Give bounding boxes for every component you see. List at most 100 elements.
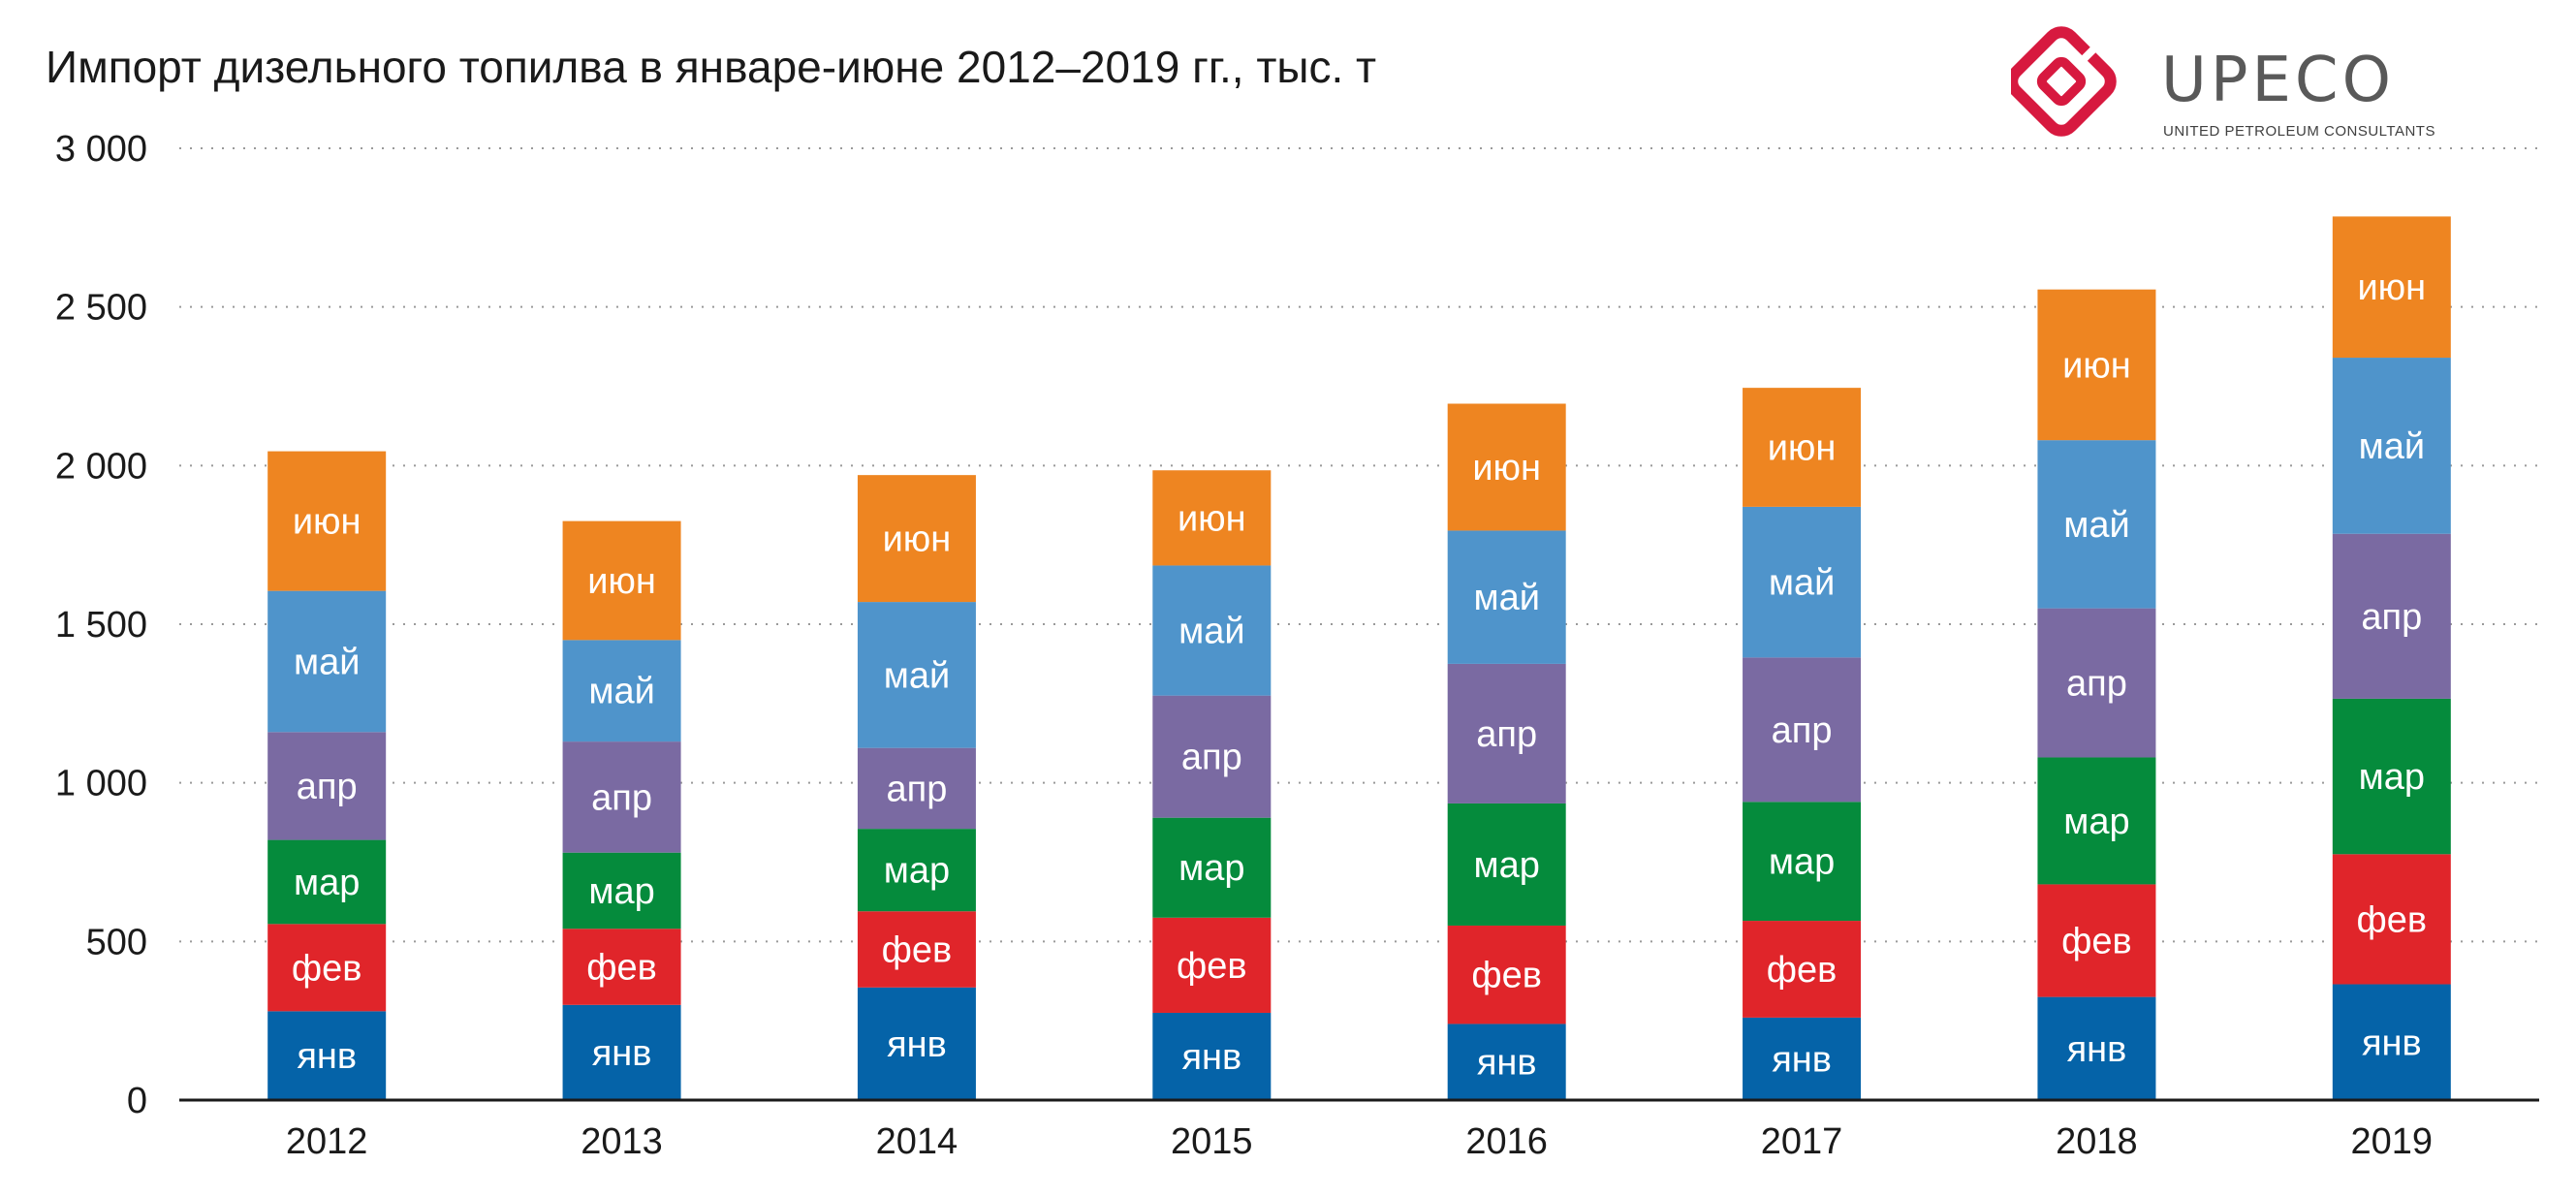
segment-label: мар	[884, 851, 950, 892]
segment-label: фев	[1177, 946, 1247, 987]
bar-segment	[1152, 565, 1272, 696]
bar-segment	[1152, 695, 1272, 818]
segment-label: янв	[887, 1024, 947, 1065]
bar-segment	[1743, 1017, 1862, 1100]
bar-segment	[2332, 533, 2451, 699]
segment-label: май	[2063, 505, 2130, 546]
bar-segment	[1447, 663, 1566, 803]
segment-label: май	[588, 672, 655, 712]
x-tick-label: 2014	[876, 1121, 958, 1162]
bar-segment	[1447, 1024, 1566, 1100]
y-tick-label: 1 000	[55, 764, 147, 804]
bar-segment	[2332, 984, 2451, 1100]
y-tick-label: 2 000	[55, 446, 147, 487]
bar-segment	[267, 451, 387, 591]
segment-label: июн	[2062, 345, 2131, 386]
segment-label: мар	[2359, 757, 2425, 798]
segment-label: май	[1769, 563, 1836, 604]
segment-label: апр	[297, 767, 358, 807]
segment-label: янв	[2067, 1029, 2127, 1070]
bar-segment	[1447, 530, 1566, 664]
y-tick-label: 2 500	[55, 288, 147, 329]
bar-segment	[267, 590, 387, 733]
bar-segment	[267, 924, 387, 1012]
bar-segment	[2037, 996, 2156, 1100]
bar-segment	[267, 839, 387, 925]
bar-segment	[1743, 657, 1862, 803]
y-axis-ticks: 0 500 1 000 1 500 2 000 2 500 3 000	[55, 129, 147, 1121]
bar-stack-2016: янв фев мар апр май июн	[1447, 403, 1566, 1100]
y-tick-label: 1 500	[55, 605, 147, 646]
segment-label: апр	[2361, 597, 2422, 638]
segment-label: мар	[1769, 842, 1835, 883]
segment-label: мар	[1178, 848, 1244, 889]
segment-label: янв	[592, 1033, 652, 1074]
x-tick-label: 2016	[1465, 1121, 1548, 1162]
x-tick-label: 2018	[2056, 1121, 2138, 1162]
bar-segment	[2332, 358, 2451, 534]
segment-label: июн	[587, 561, 656, 602]
segment-label: янв	[2362, 1023, 2422, 1063]
bar-segment	[2332, 698, 2451, 855]
segment-label: апр	[887, 769, 948, 809]
segment-label: фев	[1767, 950, 1838, 991]
bar-segment	[562, 640, 681, 742]
bar-stack-2014: янв фев мар апр май июн	[857, 475, 976, 1100]
bar-segment	[267, 1011, 387, 1100]
bar-segment	[1447, 803, 1566, 926]
segment-label: апр	[591, 777, 652, 818]
bar-stack-2015: янв фев мар апр май июн	[1152, 470, 1272, 1100]
segment-label: янв	[1772, 1039, 1832, 1080]
bar-stack-2013: янв фев мар апр май июн	[562, 520, 681, 1100]
bar-segment	[2037, 757, 2156, 885]
segment-label: фев	[882, 930, 953, 971]
y-tick-label: 500	[86, 922, 147, 962]
bars: янв фев мар апр май июн янв фев мар апр май июн янв ф…	[267, 216, 2451, 1100]
upeco-logo: UPECO UNITED PETROLEUM CONSULTANTS	[2011, 26, 2435, 140]
segment-label: янв	[1477, 1043, 1537, 1084]
bar-segment	[1743, 921, 1862, 1018]
x-tick-label: 2013	[581, 1121, 663, 1162]
bar-stack-2012: янв фев мар апр май июн	[267, 451, 387, 1100]
segment-label: май	[2359, 426, 2426, 467]
logo-tagline: UNITED PETROLEUM CONSULTANTS	[2163, 123, 2435, 140]
bar-segment	[1152, 470, 1272, 566]
segment-label: апр	[1476, 714, 1537, 755]
segment-label: июн	[883, 520, 952, 560]
bar-segment	[562, 741, 681, 853]
bar-segment	[1743, 506, 1862, 658]
bar-segment	[1743, 802, 1862, 922]
segment-label: фев	[292, 948, 362, 989]
segment-label: май	[294, 642, 361, 682]
segment-label: фев	[586, 948, 657, 989]
bar-segment	[562, 852, 681, 929]
segment-label: фев	[1471, 956, 1542, 996]
segment-label: июн	[1472, 448, 1541, 488]
bar-segment	[2332, 216, 2451, 359]
segment-label: апр	[1772, 710, 1833, 751]
bar-segment	[2037, 289, 2156, 441]
bar-segment	[857, 475, 976, 603]
segment-label: фев	[2357, 899, 2428, 940]
bar-stack-2017: янв фев мар апр май июн	[1743, 388, 1862, 1100]
segment-label: мар	[588, 871, 654, 912]
segment-label: июн	[2357, 268, 2426, 308]
y-tick-label: 3 000	[55, 129, 147, 170]
bar-segment	[1152, 1012, 1272, 1100]
x-axis-ticks: 2012 2013 2014 2015 2016 2017 2018 2019	[286, 1121, 2433, 1162]
x-tick-label: 2019	[2351, 1121, 2434, 1162]
bar-segment	[562, 1004, 681, 1100]
upeco-logo-mark	[2011, 26, 2117, 137]
bar-segment	[1152, 817, 1272, 918]
bar-segment	[857, 829, 976, 912]
gridlines	[179, 147, 2539, 943]
segment-label: май	[884, 655, 951, 696]
x-tick-label: 2015	[1171, 1121, 1253, 1162]
chart-title: Импорт дизельного топилва в январе-июне …	[46, 42, 1377, 92]
segment-label: янв	[1181, 1037, 1241, 1078]
bar-segment	[857, 602, 976, 748]
bar-segment	[562, 520, 681, 641]
bar-segment	[857, 911, 976, 988]
segment-label: июн	[1768, 428, 1837, 469]
bar-segment	[1447, 403, 1566, 531]
